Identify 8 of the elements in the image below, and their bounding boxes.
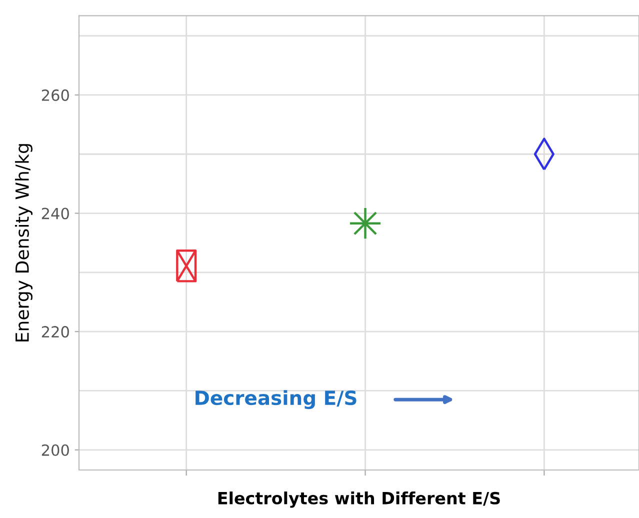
point <box>348 206 382 240</box>
y-tick-label: 200 <box>42 444 69 456</box>
y-tick-label: 240 <box>42 208 69 220</box>
y-axis-title: Energy Density Wh/kg <box>15 144 32 342</box>
y-tick-label: 260 <box>42 89 69 101</box>
y-tick-label: 220 <box>42 326 69 338</box>
annotation: Decreasing E/S <box>196 390 356 410</box>
x-axis-title: Electrolytes with Different E/S <box>218 492 500 508</box>
